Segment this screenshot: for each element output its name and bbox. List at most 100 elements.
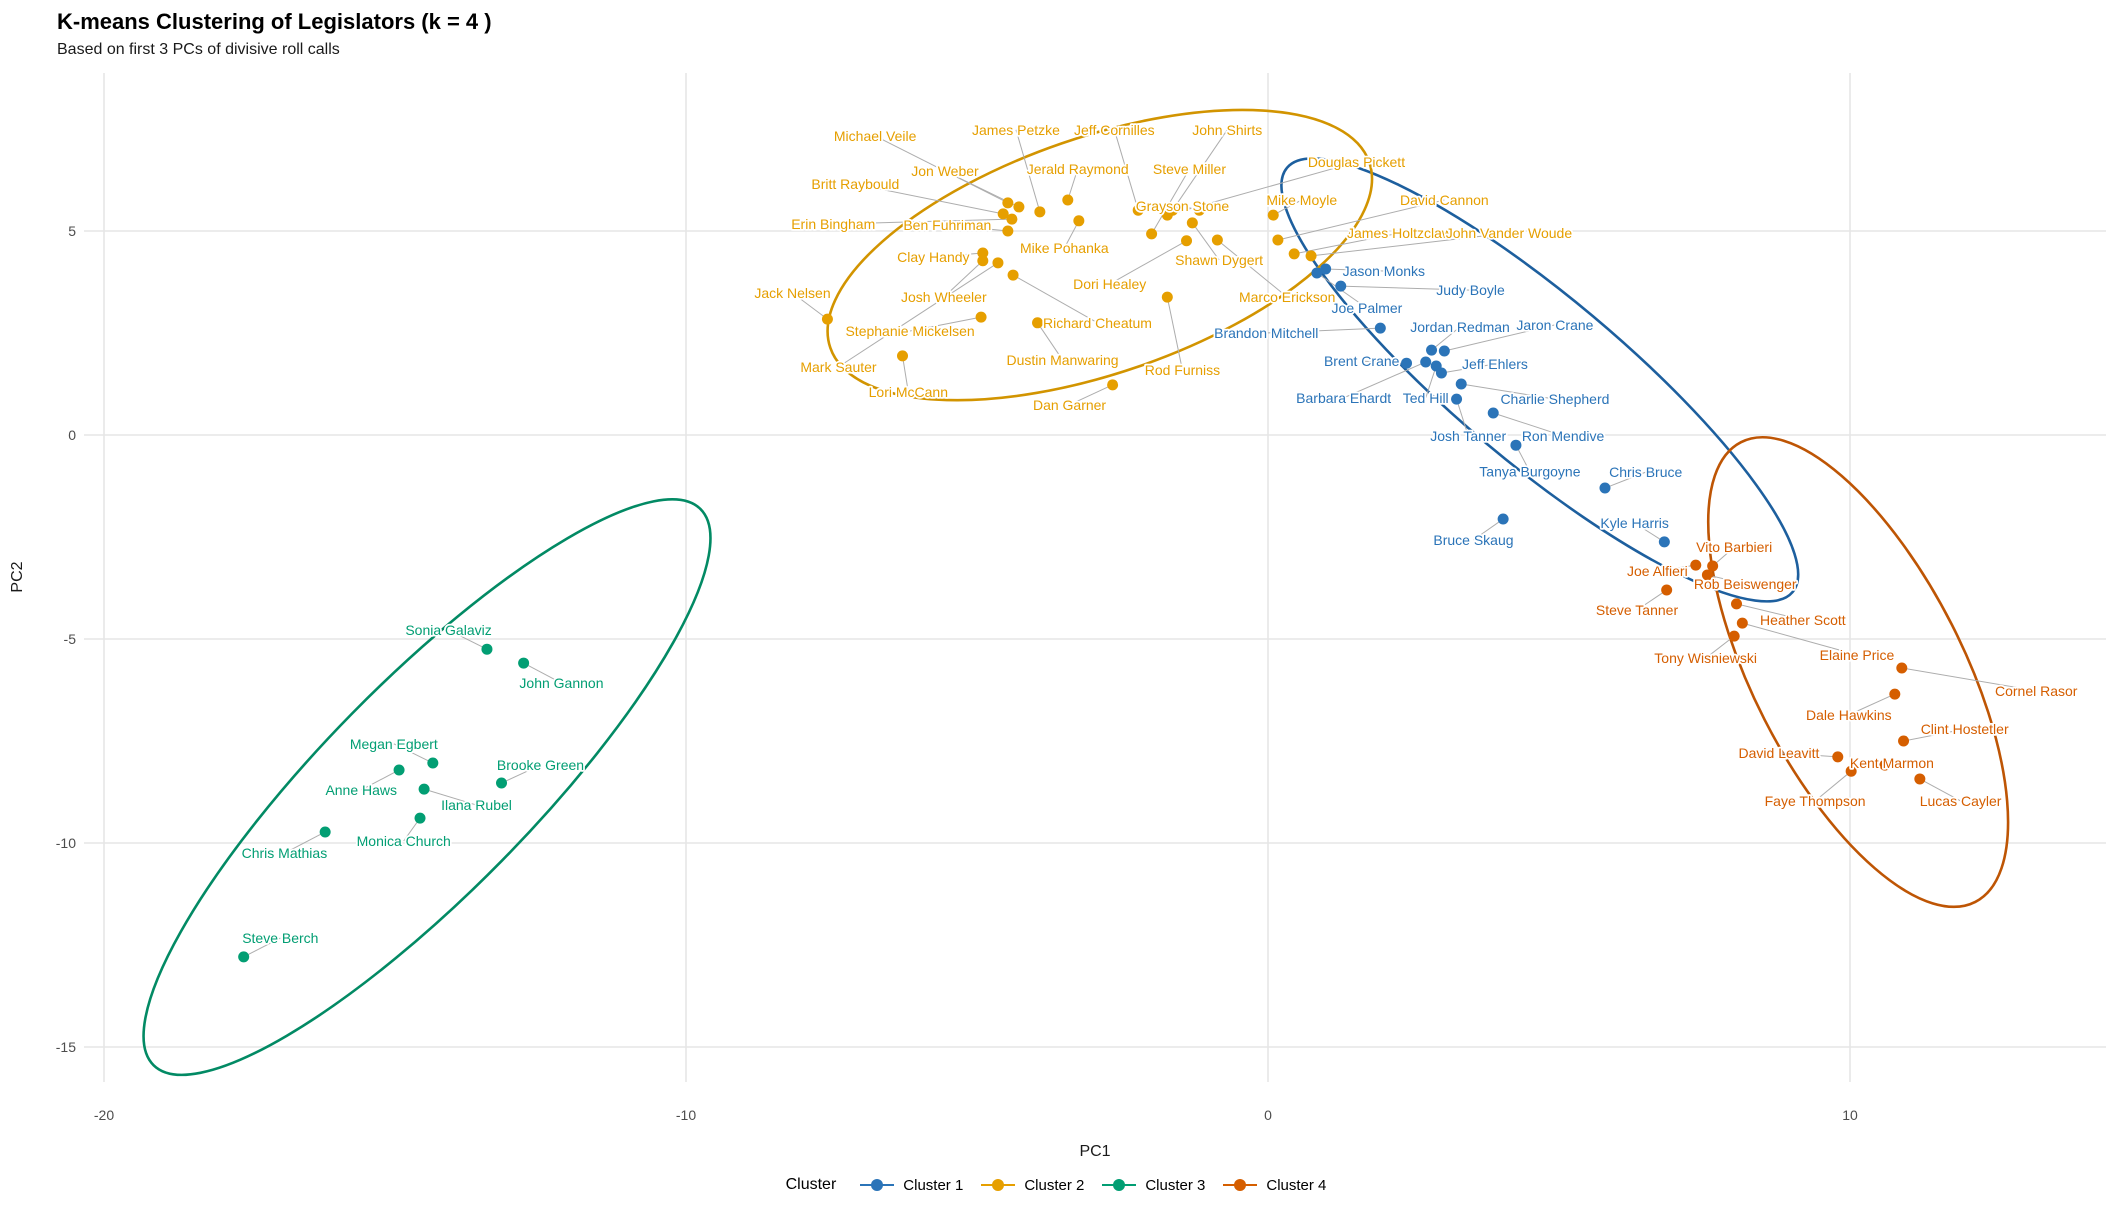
data-point-dori-healey	[1181, 235, 1193, 247]
point-labels: Jason Monks Joe Palmer Judy Boyle Brandon M…	[240, 120, 2080, 948]
leader-lucas-cayler	[1919, 778, 1961, 802]
point-label-dori-healey: Dori Healey	[1073, 276, 1146, 292]
point-label-steve-tanner: Steve Tanner	[1596, 602, 1679, 618]
data-point-kyle-harris	[1658, 536, 1670, 548]
point-label-chris-mathias: Chris Mathias	[242, 845, 328, 861]
point-label-barbara-ehardt: Barbara Ehardt	[1296, 390, 1391, 406]
x-tick-label: -20	[94, 1107, 114, 1123]
data-point-chris-mathias	[319, 826, 331, 838]
leader-elaine-price	[1742, 622, 1858, 656]
data-point-erin-bingham	[1006, 213, 1018, 225]
point-label-john-shirts: John Shirts	[1192, 122, 1262, 138]
data-point-rod-furniss	[1161, 291, 1173, 303]
y-tick-label: -10	[56, 835, 76, 851]
data-point-judy-boyle	[1335, 280, 1347, 292]
data-point-charlie-shepherd	[1455, 378, 1467, 390]
point-label-dale-hawkins: Dale Hawkins	[1806, 707, 1892, 723]
leader-josh-wheeler	[943, 260, 984, 298]
legend-key-icon	[1223, 1178, 1258, 1192]
point-label-tanya-burgoyne: Tanya Burgoyne	[1479, 464, 1580, 480]
point-label-jason-monks: Jason Monks	[1343, 263, 1425, 279]
data-point-michael-veile	[1002, 197, 1014, 209]
leader-clay-handy	[933, 252, 983, 258]
cluster-ellipse-cluster-3	[142, 498, 712, 1077]
data-point-kent-marmon	[1879, 759, 1891, 771]
leader-chris-mathias	[284, 831, 326, 854]
data-point-mark-sauter	[992, 257, 1004, 269]
leader-cornel-rasor	[1901, 667, 2037, 692]
point-label-stephanie-mickelsen: Stephanie Mickelsen	[845, 323, 974, 339]
point-label-mike-moyle: Mike Moyle	[1266, 192, 1337, 208]
point-label-mike-pohanka: Mike Pohanka	[1020, 240, 1109, 256]
leader-ben-fuhriman	[947, 224, 1008, 232]
data-point-david-cannon	[1272, 234, 1284, 246]
point-label-cornel-rasor: Cornel Rasor	[1995, 683, 2078, 699]
point-label-marco-erickson: Marco Erickson	[1239, 289, 1335, 305]
data-point-josh-tanner	[1451, 393, 1463, 405]
cluster-legend: Cluster Cluster 1 Cluster 2 Cluster 3 Clust…	[0, 1176, 2112, 1194]
data-point-brent-crane	[1401, 357, 1413, 369]
data-point-jerald-raymond	[1062, 194, 1074, 206]
data-point-dan-garner	[1107, 379, 1119, 391]
data-point-brandon-mitchell	[1374, 322, 1386, 334]
leader-jack-nelsen	[792, 292, 828, 320]
data-point-jeff-ehlers	[1435, 367, 1447, 379]
point-label-sonia-galaviz: Sonia Galaviz	[405, 622, 491, 638]
point-label-shawn-dygert: Shawn Dygert	[1175, 252, 1263, 268]
leader-david-cannon	[1277, 199, 1445, 241]
leader-dale-hawkins	[1848, 693, 1896, 716]
data-point-steve-tanner	[1661, 584, 1673, 596]
leader-erin-bingham	[833, 218, 1012, 225]
point-label-faye-thompson: Faye Thompson	[1765, 793, 1866, 809]
data-point-megan-egbert	[427, 757, 439, 769]
point-label-steve-miller: Steve Miller	[1153, 161, 1226, 177]
point-label-clint-hostetler: Clint Hostetler	[1921, 721, 2009, 737]
data-point-jeff-cornilles	[1132, 204, 1144, 216]
y-tick-label: -15	[56, 1039, 76, 1055]
point-label-ilana-rubel: Ilana Rubel	[441, 797, 512, 813]
leader-megan-egbert	[393, 743, 434, 764]
cluster-ellipse-cluster-2	[826, 108, 1374, 402]
leader-jeff-ehlers	[1441, 363, 1496, 374]
point-label-douglas-pickett: Douglas Pickett	[1308, 154, 1405, 170]
legend-key-icon	[981, 1178, 1016, 1192]
data-point-lucas-cayler	[1914, 773, 1926, 785]
point-label-josh-wheeler: Josh Wheeler	[901, 289, 987, 305]
legend-item-cluster-3: Cluster 3	[1102, 1177, 1205, 1194]
point-label-brooke-green: Brooke Green	[497, 757, 584, 773]
data-point-clay-handy	[977, 247, 989, 259]
leader-anne-haws	[361, 769, 400, 791]
data-point-joe-palmer	[1311, 267, 1323, 279]
point-label-ted-hill: Ted Hill	[1403, 390, 1449, 406]
data-point-mike-pohanka	[1073, 215, 1085, 227]
data-point-douglas-pickett	[1161, 209, 1173, 221]
point-label-jaron-crane: Jaron Crane	[1516, 317, 1593, 333]
point-label-rob-beiswenger: Rob Beiswenger	[1694, 576, 1797, 592]
point-label-josh-tanner: Josh Tanner	[1430, 428, 1506, 444]
leader-chris-bruce	[1604, 471, 1646, 489]
data-point-heather-scott	[1731, 598, 1743, 610]
point-label-kyle-harris: Kyle Harris	[1600, 515, 1668, 531]
point-label-jack-nelsen: Jack Nelsen	[754, 285, 830, 301]
leader-steve-berch	[243, 937, 281, 958]
leader-tony-wisniewski	[1705, 635, 1735, 659]
point-label-chris-bruce: Chris Bruce	[1609, 464, 1682, 480]
point-label-judy-boyle: Judy Boyle	[1436, 282, 1505, 298]
data-point-jordan-redman	[1426, 344, 1438, 356]
data-point-marco-erickson	[1211, 234, 1223, 246]
point-label-jeff-cornilles: Jeff Cornilles	[1074, 122, 1155, 138]
data-point-monica-church	[414, 812, 426, 824]
data-point-ben-fuhriman	[1002, 225, 1014, 237]
leader-jaron-crane	[1444, 324, 1556, 352]
data-point-elaine-price	[1736, 617, 1748, 629]
data-point-sonia-galaviz	[481, 643, 493, 655]
data-point-jason-monks	[1320, 263, 1332, 275]
cluster-ellipse-cluster-4	[1706, 435, 2010, 909]
data-point-brooke-green	[496, 777, 508, 789]
point-label-richard-cheatum: Richard Cheatum	[1043, 315, 1152, 331]
point-label-jon-weber: Jon Weber	[911, 163, 979, 179]
point-label-james-petzke: James Petzke	[972, 122, 1060, 138]
legend-item-cluster-2: Cluster 2	[981, 1177, 1084, 1194]
data-point-john-gannon	[518, 657, 530, 669]
